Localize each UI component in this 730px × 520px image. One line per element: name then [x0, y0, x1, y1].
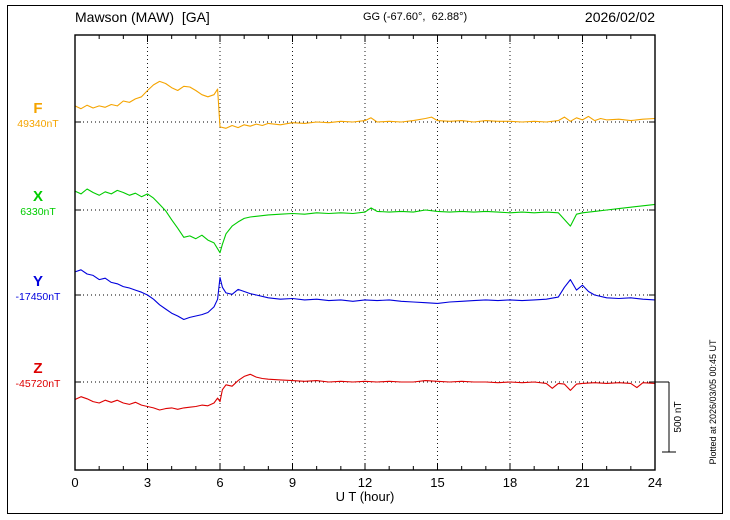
series-label-Y: Y -17450nT [6, 274, 70, 303]
page-frame [7, 5, 723, 514]
series-label-X: X 6330nT [6, 189, 70, 218]
x-tick-label: 6 [216, 475, 223, 490]
x-tick-label: 21 [575, 475, 589, 490]
plot-date: 2026/02/02 [584, 9, 655, 25]
series-line-F [74, 80, 656, 129]
x-tick-label: 3 [144, 475, 151, 490]
plotted-at-note: Plotted at 2026/03/05 00:45 UT [708, 339, 718, 465]
series-baseline-Y: -17450nT [15, 291, 61, 303]
series-line-Z [74, 373, 656, 411]
geographic-coords: GG (-67.60°, 62.88°) [363, 11, 468, 23]
series-baseline-F: 49340nT [17, 118, 59, 130]
series-label-Z: Z -45720nT [6, 361, 70, 390]
series-letter-Y: Y [32, 273, 43, 290]
x-tick-label: 0 [71, 475, 78, 490]
x-tick-label: 18 [503, 475, 517, 490]
x-axis-title: U T (hour) [335, 489, 395, 504]
series-line-X [74, 188, 656, 254]
x-tick-label: 9 [289, 475, 296, 490]
series-baseline-X: 6330nT [20, 206, 56, 218]
series-baseline-Z: -45720nT [15, 378, 61, 390]
series-label-F: F 49340nT [6, 101, 70, 130]
x-tick-label: 24 [648, 475, 662, 490]
station-title: Mawson (MAW) [GA] [75, 9, 210, 25]
series-line-Y [74, 269, 656, 321]
x-tick-label: 12 [358, 475, 372, 490]
series-letter-Z: Z [33, 360, 43, 377]
x-tick-label: 15 [430, 475, 444, 490]
series-letter-X: X [32, 188, 43, 205]
scale-bar-label: 500 nT [673, 401, 684, 432]
series-letter-F: F [33, 100, 43, 117]
plot-border [74, 34, 656, 471]
